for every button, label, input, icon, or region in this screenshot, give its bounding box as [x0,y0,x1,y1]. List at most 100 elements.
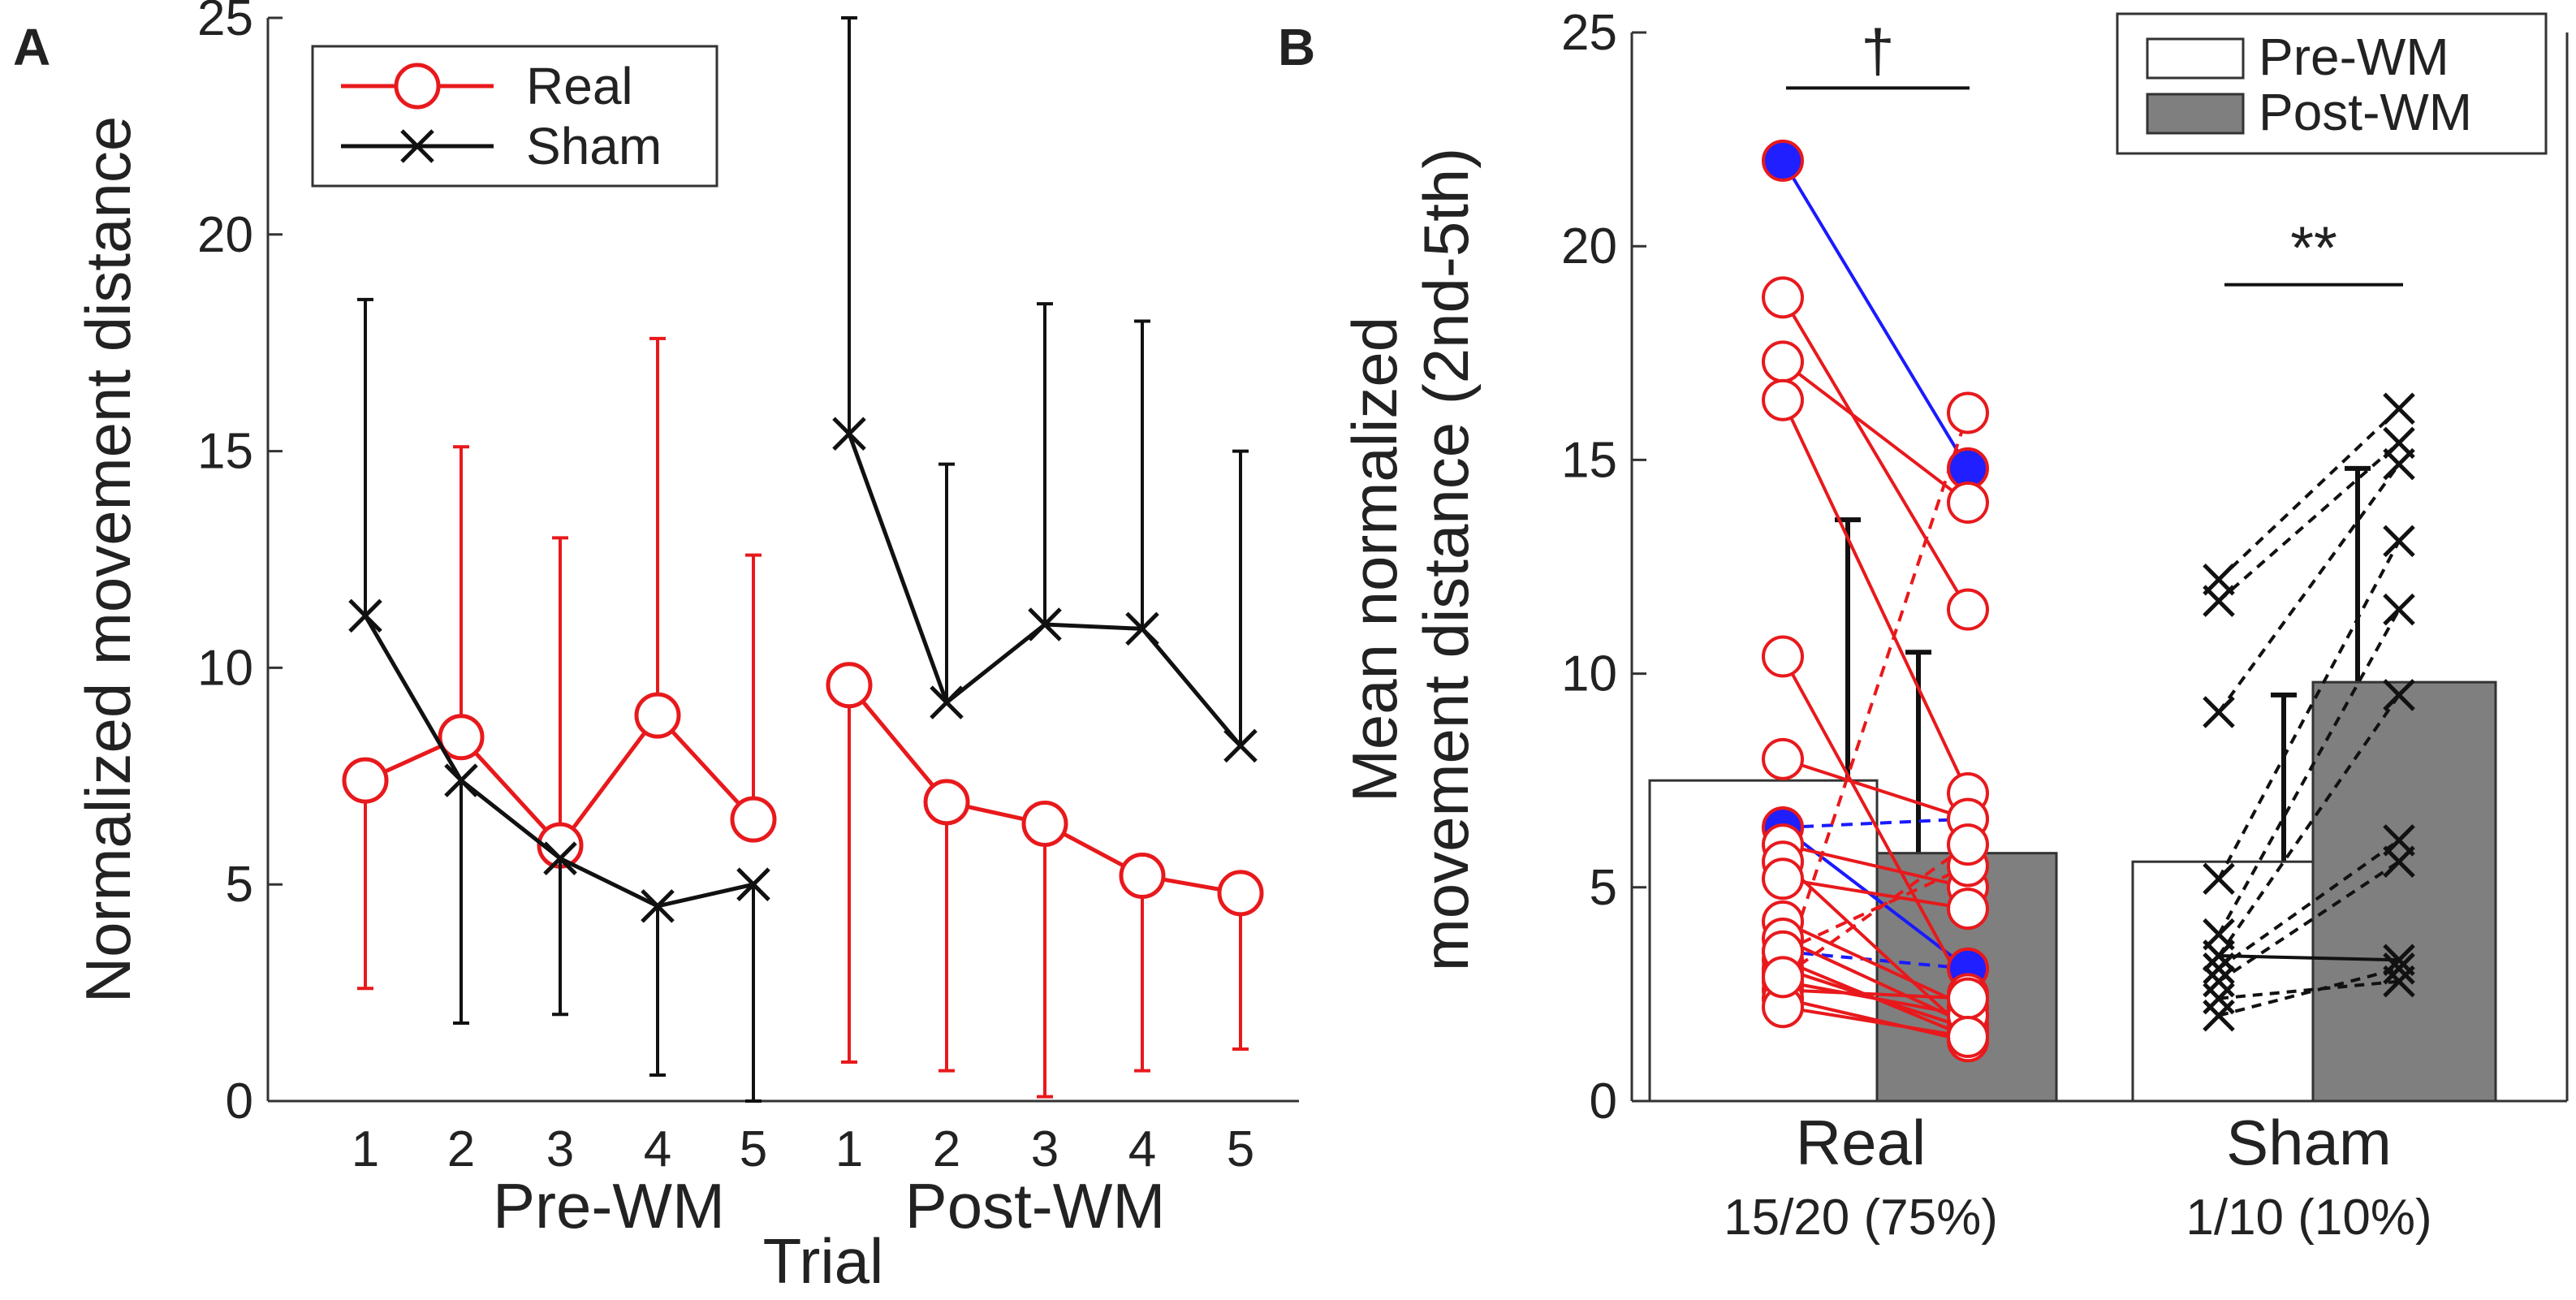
point-real-pre [1762,139,1804,182]
point-real-post [1947,482,1989,525]
pair-line-real [1782,988,1969,1000]
y-tick-label: 0 [226,1073,253,1129]
point-sham-pre-stroke-b [2203,939,2235,972]
marker-real [1021,800,1068,847]
y-axis-title: Normalized movement distance [72,116,144,1003]
marker-sham-stroke-b [348,598,382,633]
legend-marker-sham-stroke-b [400,129,434,163]
pair-line-real [1781,860,1970,1034]
pair-line-sham [2217,441,2401,602]
marker-sham-stroke-b [444,763,478,797]
significance-symbol-sham: ** [2290,214,2337,282]
pair-line-sham [2217,407,2401,581]
point-sham-pre [2203,939,2235,972]
y-tick-label: 20 [197,207,253,263]
group-label-pre: Pre-WM [493,1170,725,1242]
point-sham-post-stroke-b [2383,447,2415,481]
legend-box [311,45,718,188]
point-real-pre [1762,857,1804,900]
marker-sham [832,417,866,451]
legend-label-post: Post-WM [2259,83,2472,141]
pair-line-sham [2217,540,2401,880]
y-tick-label: 25 [1561,5,1617,61]
marker-sham-stroke-b [930,685,964,719]
y-tick-label: 20 [1561,218,1617,274]
pair-line-sham [2217,693,2401,957]
marker-sham [641,889,675,923]
point-sham-post [2383,525,2415,558]
point-real-post [1947,888,1989,931]
marker-sham [1125,611,1159,646]
significance-symbol-real: † [1861,17,1894,84]
x-tick-label: 1 [352,1121,379,1177]
y-axis-title-line1: Mean normalized [1339,317,1410,802]
point-sham-pre-stroke-b [2203,862,2235,896]
point-real-pre [1762,737,1804,780]
panel-b: B 0 5 10 15 20 25 Mean normalized movement dista… [1278,5,2569,1246]
marker-sham-stroke-b [543,841,577,875]
bar-post-sham [2311,680,2497,1103]
x-tick-label: 3 [1031,1121,1059,1177]
pair-line-sham [2217,839,2401,970]
marker-sham-stroke-b [1223,728,1258,763]
y-tick-label: 10 [197,640,253,696]
point-sham-post-stroke-b [2383,952,2415,985]
point-sham-pre-stroke-b [2203,952,2235,985]
marker-sham-stroke-b [736,867,770,901]
pair-line-sham [2218,954,2400,962]
marker-real [342,757,389,804]
legend-marker-real [394,63,441,110]
point-real-pre [1762,956,1804,999]
pair-line-real [1782,864,1969,953]
marker-real [730,796,777,843]
x-tick-label: 4 [644,1121,671,1177]
marker-sham [1223,728,1258,763]
marker-real [826,662,873,709]
category-label-sham: Sham [2226,1107,2392,1178]
point-sham-post-stroke-b [2383,944,2415,977]
x-tick-label: 2 [447,1121,475,1177]
pair-line-real [1782,920,1969,1009]
y-tick-label: 5 [1590,860,1617,916]
pair-line-real [1782,996,1969,1043]
point-sham-post-stroke-b [2383,679,2415,711]
bar-pre-sham [2131,860,2315,1103]
pair-line-real [1782,1005,1969,1039]
point-sham-pre [2203,999,2235,1032]
point-sham-post-stroke-b [2383,525,2415,558]
pair-line-real [1781,360,1970,504]
category-sublabel-real: 15/20 (75%) [1724,1190,1998,1246]
marker-sham-stroke-b [832,417,866,451]
marker-sham-stroke-b [1125,611,1159,646]
point-real-post [1947,391,1989,434]
pair-line-real [1781,399,1970,794]
pair-line-real [1781,655,1970,996]
marker-sham [444,763,478,797]
point-sham-post [2383,447,2415,481]
point-sham-post [2383,952,2415,985]
point-real-pre [1762,635,1804,678]
category-label-real: Real [1796,1107,1926,1178]
panel-label-a: A [13,18,50,76]
x-tick-label: 2 [933,1121,960,1177]
point-sham-post-stroke-b [2383,392,2415,425]
group-label-post: Post-WM [905,1170,1166,1242]
pair-line-real [1782,877,1969,911]
marker-sham [736,867,770,901]
y-tick-label: 5 [226,857,253,913]
panel-a: A 0 5 10 15 20 25 1 2 3 4 5 1 2 3 4 5 Pre-WM Post-WM Trial N… [13,0,1299,1297]
x-tick-label: 1 [835,1121,863,1177]
pair-line-sham [2218,979,2400,1000]
legend-label-pre: Pre-WM [2259,28,2449,86]
point-sham-pre [2203,952,2235,985]
point-real-pre [1762,340,1804,383]
x-tick-label: 5 [740,1121,767,1177]
marker-sham [348,598,382,633]
legend-swatch-post [2146,93,2245,135]
point-sham-post [2383,593,2415,626]
x-tick-label: 5 [1227,1121,1254,1177]
point-sham-post [2383,392,2415,425]
